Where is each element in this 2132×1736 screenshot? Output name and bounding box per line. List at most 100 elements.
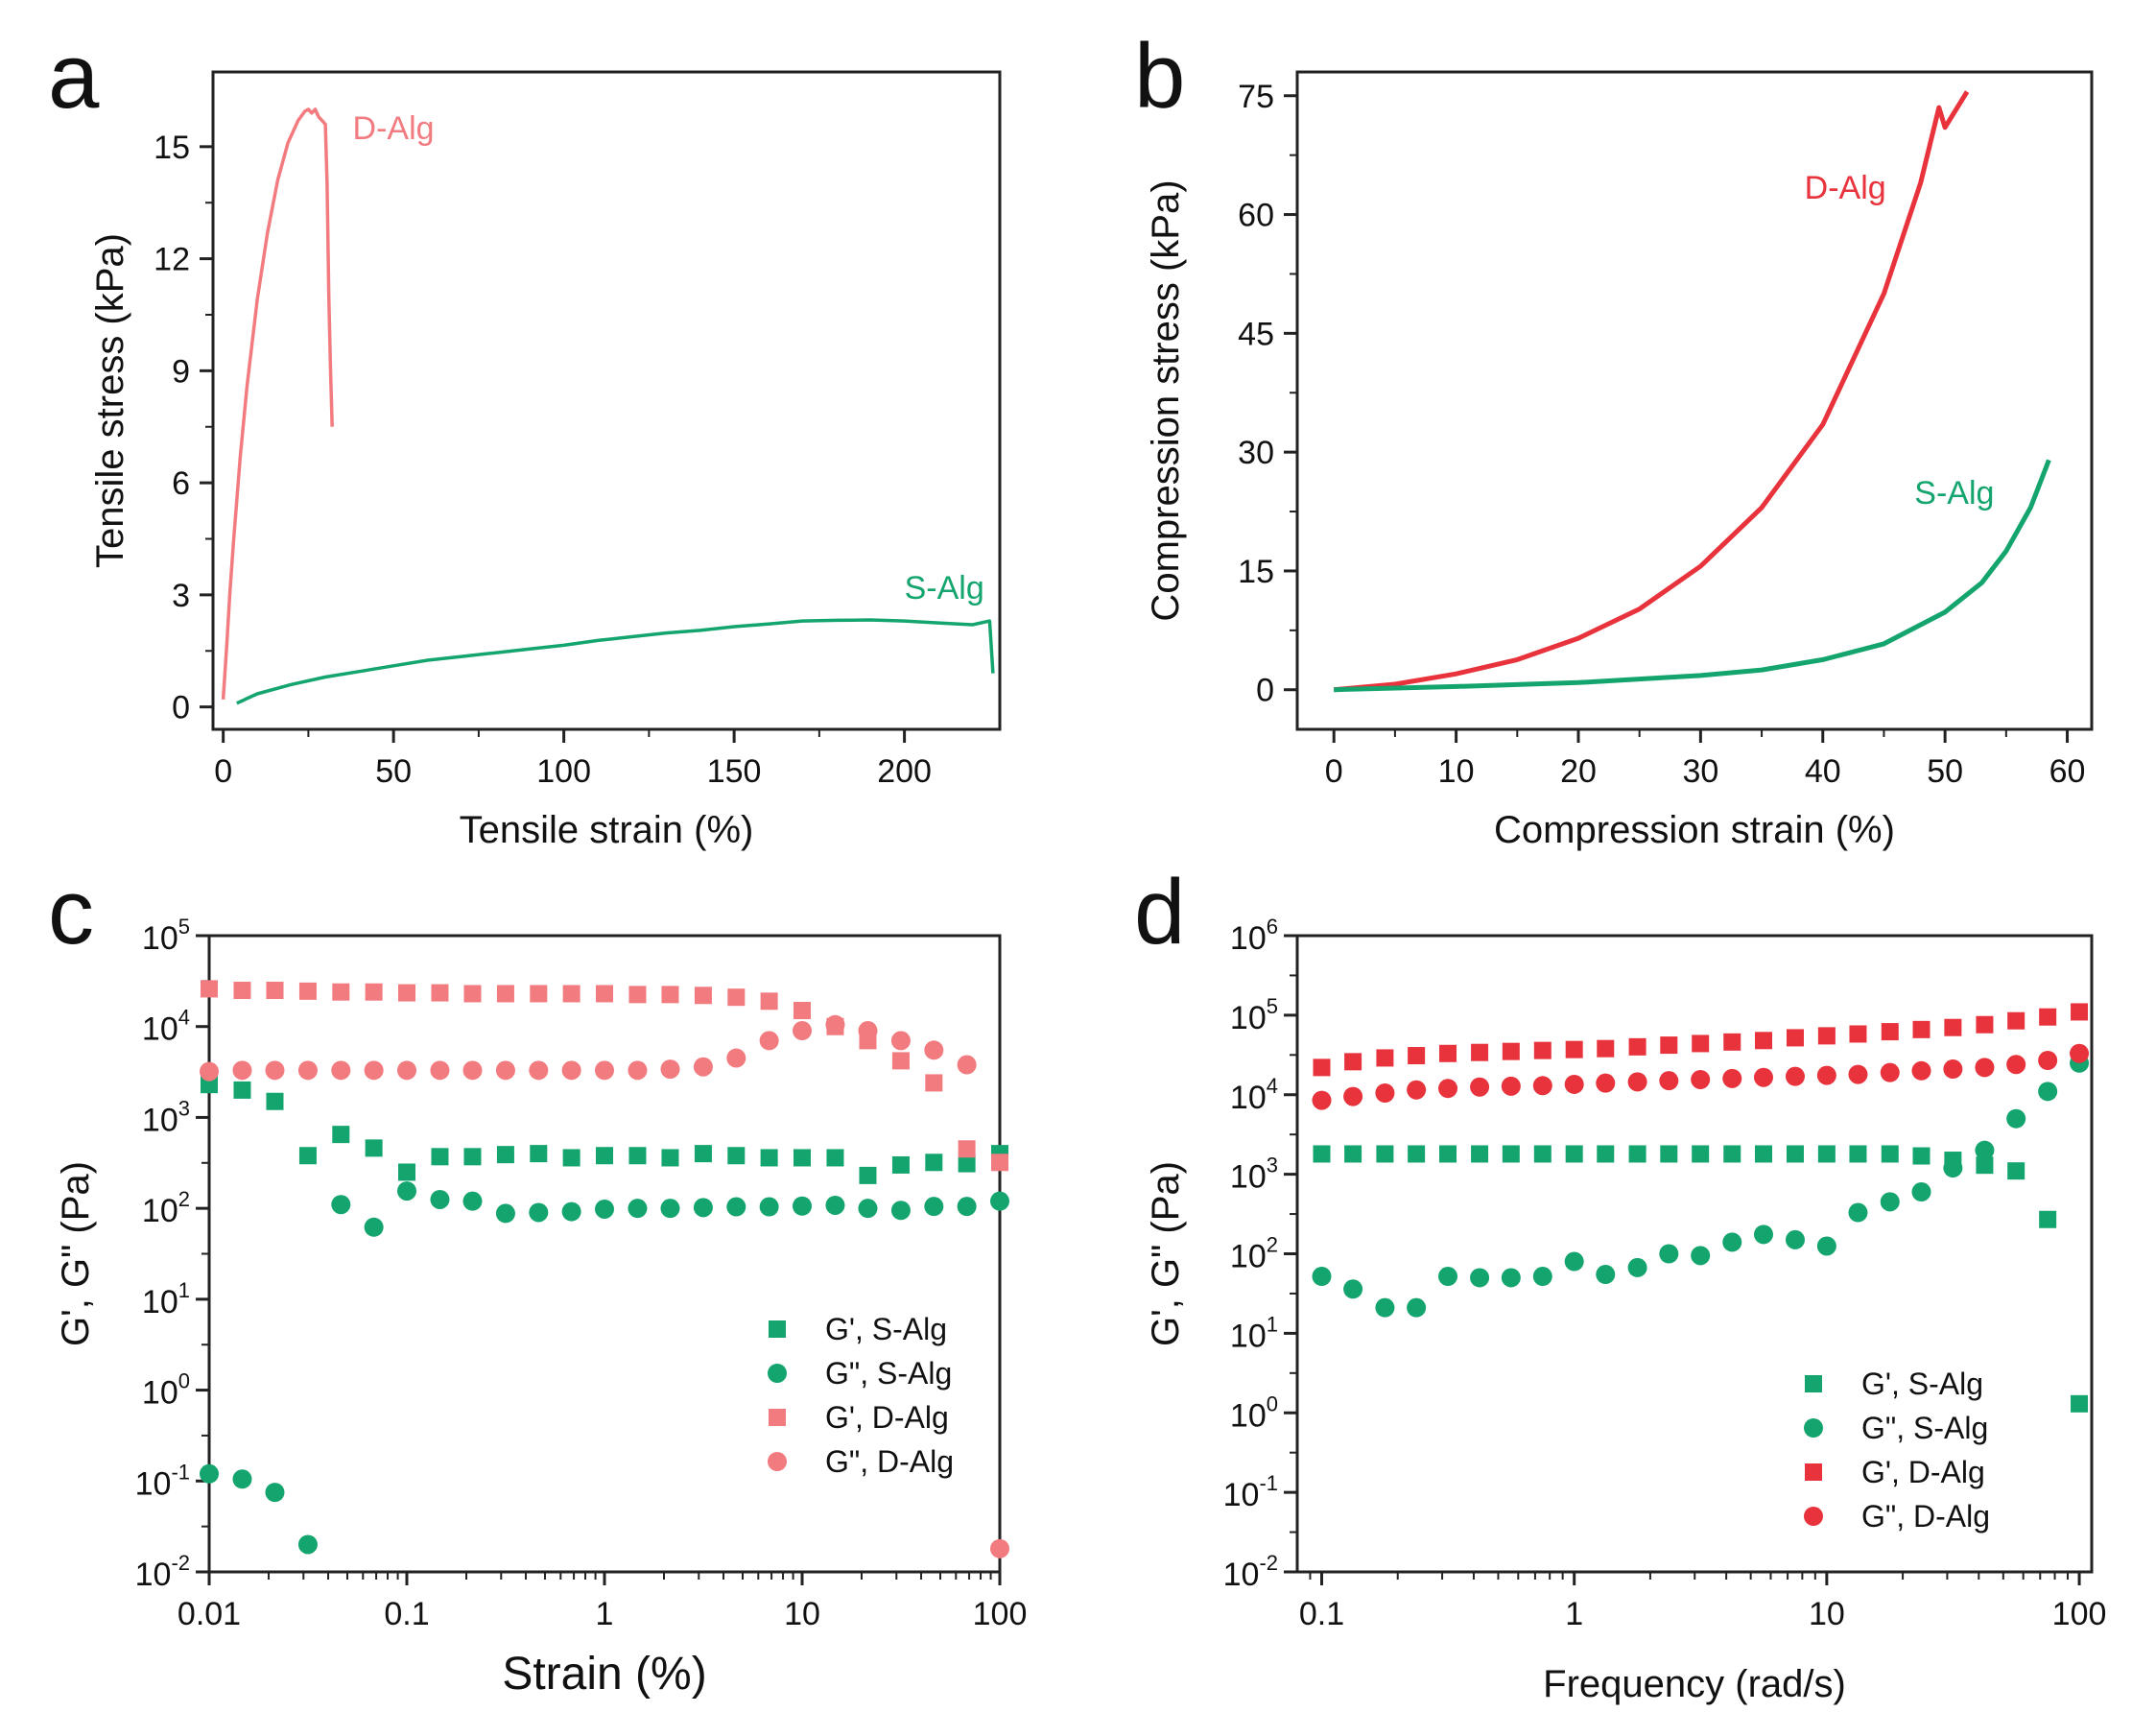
data-point-circle (331, 1195, 351, 1215)
data-point-circle (331, 1060, 351, 1081)
data-point-square (1881, 1023, 1899, 1041)
data-point-circle (1975, 1058, 1995, 1078)
x-axis-title: Compression strain (%) (1494, 809, 1895, 851)
data-point-square (398, 984, 415, 1002)
data-point-square (1976, 1156, 1994, 1175)
data-point-square (958, 1140, 976, 1158)
data-point-square (891, 1155, 910, 1174)
chart-d-frequency-sweep: 0.1 1 10 100 10-2 10-1 100 101 102 103 104 105 106 Fr… (1145, 915, 2106, 1705)
data-point-circle (1564, 1074, 1584, 1094)
data-point-circle (858, 1021, 878, 1041)
data-point-square (694, 1145, 712, 1163)
data-point-square (1944, 1018, 1962, 1036)
panel-letter-a: a (48, 25, 100, 128)
data-point-square (596, 985, 613, 1003)
series-g-s-alg (201, 1076, 1008, 1184)
data-point-square (298, 1147, 317, 1165)
data-point-circle (2006, 1055, 2026, 1075)
series-label-s-alg: S-Alg (1914, 475, 1994, 511)
data-point-square (530, 985, 548, 1003)
data-point-circle (1596, 1265, 1616, 1285)
y-tick-label: 6 (172, 465, 190, 502)
data-point-square (2039, 1210, 2057, 1228)
legend-label: G', S-Alg (825, 1312, 947, 1346)
data-point-circle (726, 1048, 746, 1068)
data-point-square (398, 1163, 415, 1181)
legend-marker-square (769, 1320, 786, 1338)
series-line-d-alg (1333, 90, 1970, 693)
data-point-square (562, 1149, 580, 1167)
data-point-square (365, 1139, 383, 1157)
series-line-s-alg (236, 618, 995, 705)
legend-label: G', D-Alg (825, 1400, 949, 1435)
data-point-circle (595, 1060, 614, 1081)
data-point-square (859, 1166, 877, 1184)
data-point-circle (726, 1197, 746, 1217)
y-tick-label: 104 (142, 1006, 190, 1048)
data-point-circle (628, 1199, 648, 1219)
data-point-circle (957, 1197, 977, 1217)
y-tick-label: 104 (1230, 1074, 1278, 1116)
series-g-d-alg (200, 1014, 1009, 1558)
x-tick-label: 100 (2052, 1596, 2107, 1632)
data-point-circle (2006, 1108, 2026, 1129)
data-point-circle (1532, 1076, 1552, 1096)
x-tick-label: 0.1 (384, 1596, 429, 1632)
data-point-circle (495, 1060, 515, 1081)
data-point-circle (1501, 1076, 1521, 1096)
y-tick-label: 100 (142, 1369, 190, 1412)
data-point-square (1376, 1145, 1394, 1163)
legend: G', S-Alg G", S-Alg G', D-Alg G", D-Alg (768, 1312, 954, 1479)
data-point-square (1439, 1044, 1457, 1062)
y-tick-label: 103 (142, 1096, 190, 1138)
data-point-square (760, 1149, 778, 1167)
y-tick-label: 102 (142, 1187, 190, 1229)
data-point-circle (1343, 1086, 1363, 1106)
series-line-s-alg (1334, 459, 2051, 693)
y-tick-label: 103 (1230, 1153, 1278, 1196)
data-point-square (431, 984, 449, 1002)
data-point-circle (2038, 1051, 2058, 1071)
x-tick-label: 1 (596, 1596, 614, 1632)
data-point-circle (1470, 1077, 1490, 1097)
data-point-circle (990, 1538, 1009, 1558)
data-point-circle (529, 1202, 549, 1223)
data-point-square (1408, 1047, 1426, 1065)
data-point-square (1565, 1040, 1583, 1058)
data-point-square (628, 986, 647, 1004)
data-point-circle (1785, 1229, 1805, 1249)
y-tick-label: 9 (172, 353, 190, 390)
y-tick-label: 101 (1230, 1312, 1278, 1354)
data-point-circle (232, 1060, 252, 1081)
y-tick-label: 100 (1230, 1391, 1278, 1434)
data-point-circle (1880, 1062, 1900, 1082)
x-axis-title: Strain (%) (502, 1649, 706, 1700)
x-tick-label: 150 (707, 753, 762, 790)
data-point-circle (759, 1197, 779, 1217)
legend-marker-circle (768, 1364, 787, 1383)
x-tick-label: 1 (1565, 1596, 1583, 1632)
legend-marker-circle (1804, 1418, 1823, 1438)
data-point-circle (890, 1031, 911, 1051)
data-point-square (1817, 1145, 1836, 1163)
data-point-square (2007, 1011, 2025, 1030)
x-tick-label: 60 (2049, 753, 2086, 790)
y-tick-label: 10-2 (135, 1551, 190, 1593)
data-point-square (233, 1081, 251, 1099)
data-point-square (958, 1154, 976, 1173)
data-point-circle (660, 1059, 680, 1080)
data-point-circle (1312, 1267, 1332, 1287)
data-point-circle (628, 1060, 648, 1081)
data-point-circle (1691, 1069, 1711, 1089)
data-point-square (332, 983, 350, 1001)
legend-label: G", D-Alg (825, 1444, 954, 1479)
data-point-square (266, 982, 284, 1000)
data-point-circle (890, 1201, 911, 1221)
y-tick-label: 0 (1256, 673, 1274, 709)
data-point-square (925, 1074, 943, 1092)
data-point-square (201, 1076, 218, 1094)
data-point-square (1628, 1145, 1646, 1163)
data-point-square (1597, 1039, 1615, 1058)
data-point-square (496, 1146, 514, 1164)
